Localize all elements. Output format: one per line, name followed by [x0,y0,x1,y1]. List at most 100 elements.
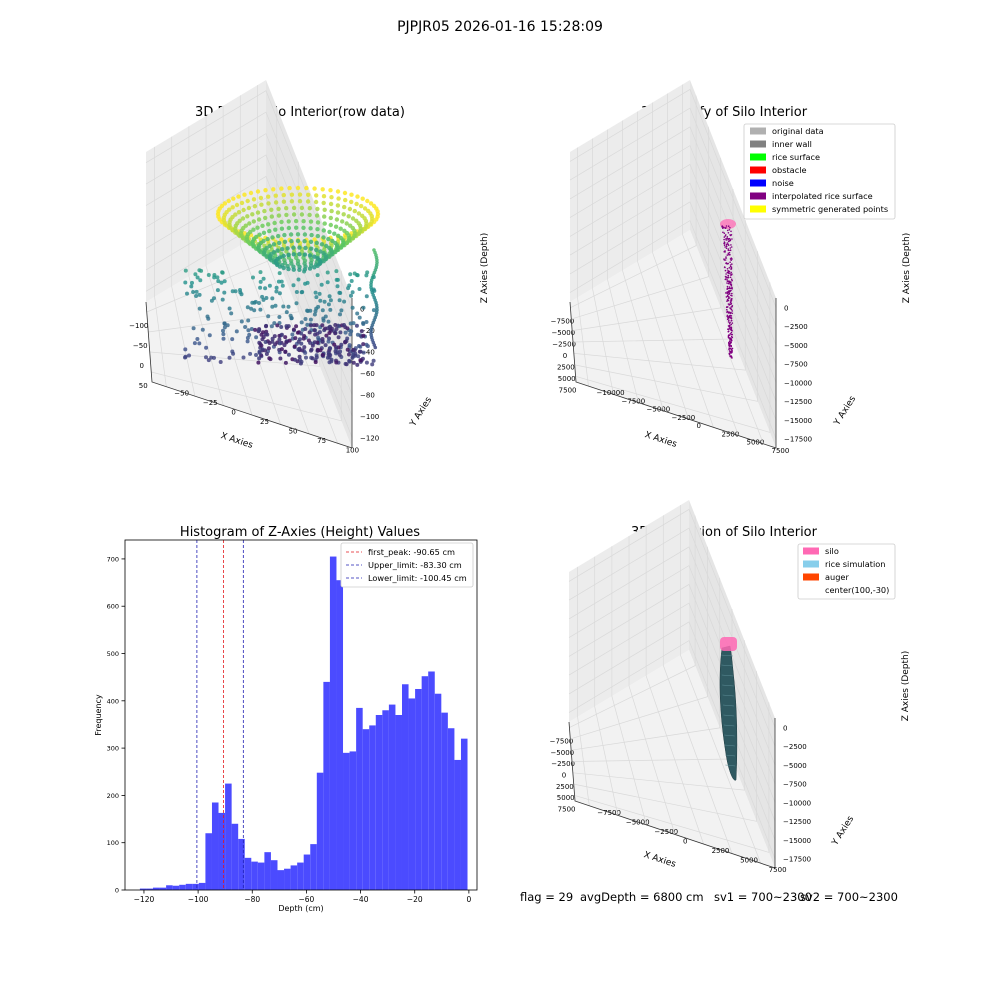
raw-point [276,233,281,239]
interpolated-point [731,336,734,339]
raw-point [313,360,318,365]
interpolated-point [729,227,731,229]
raw-point [292,357,297,362]
histogram-bar [434,693,442,890]
raw-point [218,360,223,364]
raw-plot-ylabel: Y Axies [408,395,434,429]
surface-mesh-line [725,764,736,767]
raw-point [286,225,292,231]
interpolated-point [730,306,732,308]
raw-point [267,228,272,234]
raw-point [187,353,191,358]
interpolated-point [725,225,728,227]
raw-point [257,301,261,305]
raw-point [280,247,285,252]
interpolated-point [730,303,732,306]
grid-line-y [611,546,647,825]
grid-line-z [568,602,776,822]
raw-point [234,202,240,208]
raw-point [282,232,287,238]
raw-point [272,220,277,226]
interpolated-point [726,298,729,301]
x-tick-label: −20 [407,895,423,904]
footer-sv1: sv1 = 700~2300 [714,890,812,904]
raw-point [257,356,262,361]
raw-point [335,210,341,215]
histogram-bar [159,887,167,890]
raw-point [277,291,282,296]
raw-point [347,359,352,364]
raw-point [267,341,272,345]
raw-point [288,313,293,318]
raw-point [343,339,348,344]
raw-point [230,214,235,220]
raw-point [254,353,258,357]
raw-point [299,205,305,211]
y-tick-label: 50 [289,427,298,435]
raw-point [314,295,319,300]
interpolated-point [726,236,729,238]
raw-point [342,299,347,304]
raw-point [293,218,299,224]
x-tick-label: 50 [139,382,148,390]
grid-line-z [568,527,776,747]
histogram-ylabel: Frequency [94,694,103,736]
raw-point [328,215,333,221]
interpolated-point [729,274,732,276]
y-tick-label: 75 [317,437,326,445]
y-tick-label: −5000 [647,406,671,414]
raw-point [267,243,272,249]
raw-point [231,196,236,201]
z-tick-label: −40 [360,349,375,357]
z-tick-label: 0 [784,304,788,312]
raw-point [279,219,284,225]
raw-point [220,270,225,275]
histogram-bar [428,671,435,890]
histogram-frame [124,539,478,891]
grid-line-y [607,129,639,403]
raw-point [198,278,203,283]
interpolated-point [726,288,728,291]
y-tick-label: 200 [107,792,119,800]
legend-label: auger [825,572,849,582]
raw-point [183,354,188,359]
simulation-plot-axes: −7500 −5000 −2500 0 2500 5000 7500 −7500 −5000 −2… [550,500,811,874]
raw-point [340,219,345,224]
raw-point [230,337,235,342]
raw-point [346,214,351,219]
raw-point [279,332,284,337]
interpolated-point [731,295,733,297]
grid-line-x [572,640,745,791]
y-tick-label: −2500 [672,414,696,422]
raw-point [322,214,327,219]
raw-point [301,336,306,341]
grid-line-y [680,505,762,864]
interpolated-point [728,319,730,322]
interpolated-point [728,327,731,329]
raw-point [273,227,278,232]
grid-line-x [572,189,734,343]
raw-point [304,185,309,191]
interpolated-point [730,278,733,281]
raw-point [222,279,227,284]
grid-line-x [574,702,770,853]
raw-point [303,327,308,331]
interpolated-point [726,268,729,270]
histogram-bar [349,751,357,890]
raw-point [194,294,199,298]
raw-point [270,235,275,240]
interpolated-point [728,344,731,346]
raw-point [314,240,319,246]
histogram-bar [251,861,258,890]
interpolated-point [728,315,731,318]
raw-point [283,335,288,340]
interpolated-point [726,229,729,232]
interpolated-point [724,235,727,237]
interpolated-point [729,272,731,275]
y-tick-label: 0 [697,422,701,430]
raw-point [371,358,376,363]
grid-line-x [575,282,771,433]
grid-line-y [577,566,590,806]
raw-point [263,286,268,291]
raw-point [347,352,351,357]
